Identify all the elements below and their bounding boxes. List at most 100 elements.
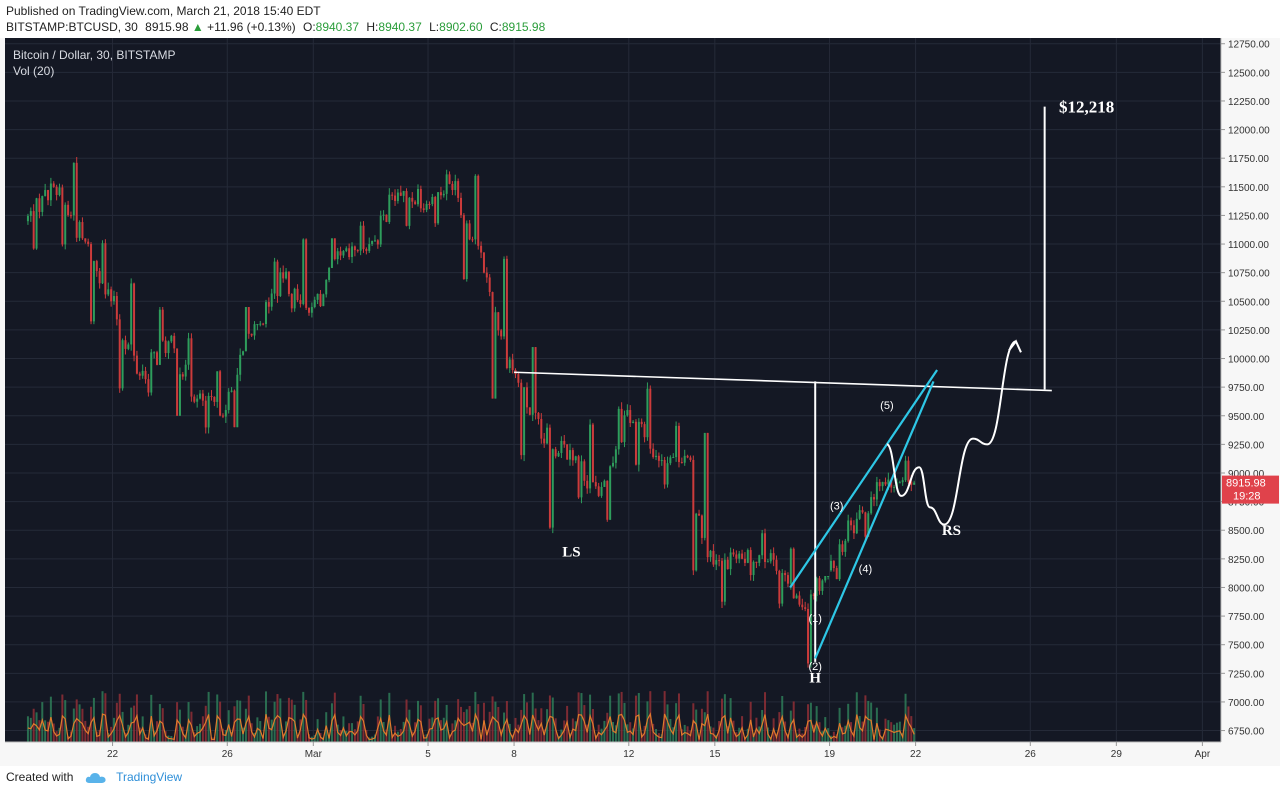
candle-body bbox=[586, 480, 589, 489]
candle-body bbox=[64, 204, 67, 245]
candle-body bbox=[124, 340, 127, 349]
candle-body bbox=[503, 258, 506, 337]
candle-body bbox=[480, 245, 483, 253]
candle-body bbox=[135, 355, 138, 374]
candle-body bbox=[428, 203, 431, 205]
volume-bar bbox=[491, 696, 494, 742]
projected-path bbox=[885, 340, 1017, 526]
candle-body bbox=[216, 371, 219, 402]
candle-body bbox=[29, 211, 32, 216]
volume-bar bbox=[907, 706, 910, 742]
change-up-icon: ▲ bbox=[191, 20, 204, 34]
time-axis[interactable]: 22 26 Mar 5 8 12 15 19 22 26 29 Apr bbox=[5, 741, 1221, 760]
candle-body bbox=[629, 410, 632, 423]
bar-countdown: 19:28 bbox=[1233, 491, 1261, 503]
candle-body bbox=[878, 482, 881, 487]
price-tick-label: 12250.00 bbox=[1228, 97, 1270, 108]
candle-body bbox=[170, 335, 173, 342]
candle-body bbox=[138, 373, 141, 376]
candle-body bbox=[282, 272, 285, 279]
ohlc-status-line: BITSTAMP:BTCUSD, 30 8915.98 ▲ +11.96 (+0… bbox=[6, 20, 545, 34]
volume-bar bbox=[844, 725, 847, 742]
price-tick-label: 12750.00 bbox=[1228, 40, 1270, 51]
candle-body bbox=[336, 251, 339, 260]
candle-body bbox=[494, 312, 497, 399]
projected-path-arrowhead bbox=[1008, 339, 1022, 353]
time-tick-label: 5 bbox=[425, 749, 431, 760]
candle-body bbox=[408, 197, 411, 226]
candle-body bbox=[738, 553, 741, 559]
candle-body bbox=[784, 573, 787, 576]
candle-body bbox=[591, 424, 594, 483]
candle-body bbox=[49, 183, 52, 201]
candle-body bbox=[847, 520, 850, 541]
candle-body bbox=[279, 272, 282, 296]
candle-body bbox=[92, 261, 95, 322]
candle-body bbox=[474, 175, 477, 240]
candle-body bbox=[104, 243, 107, 295]
candle-body bbox=[196, 398, 199, 402]
candle-body bbox=[267, 302, 270, 307]
candle-body bbox=[870, 497, 873, 514]
candle-body bbox=[801, 604, 804, 608]
volume-bar bbox=[629, 722, 632, 742]
price-tick-label: 9750.00 bbox=[1228, 383, 1265, 394]
candle-body bbox=[520, 382, 523, 456]
candle-body bbox=[649, 388, 652, 449]
candle-body bbox=[204, 400, 207, 428]
candle-body bbox=[721, 560, 723, 602]
candle-body bbox=[75, 162, 78, 238]
candle-body bbox=[913, 482, 916, 485]
volume-bar bbox=[29, 717, 32, 742]
volume-bar bbox=[434, 700, 437, 742]
candle-body bbox=[832, 560, 835, 569]
volume-bar bbox=[534, 708, 537, 742]
candle-body bbox=[118, 319, 121, 389]
neckline-line bbox=[514, 371, 1052, 392]
candle-body bbox=[296, 288, 299, 301]
price-axis[interactable]: 6750.00 7000.00 7250.00 7500.00 7750.00 8000.… bbox=[1220, 38, 1270, 742]
candle-body bbox=[299, 300, 302, 304]
candle-body bbox=[414, 201, 417, 205]
candle-body bbox=[61, 187, 64, 245]
candle-body bbox=[589, 424, 592, 489]
volume-bar bbox=[431, 717, 434, 742]
price-tick-label: 11250.00 bbox=[1228, 211, 1269, 222]
candle-body bbox=[150, 352, 153, 393]
candle-body bbox=[655, 455, 658, 458]
candle-body bbox=[594, 482, 597, 487]
candle-body bbox=[425, 203, 428, 210]
candle-body bbox=[193, 396, 196, 402]
candle-body bbox=[835, 568, 838, 580]
wave-count-label: (2) bbox=[808, 661, 821, 673]
candle-body bbox=[517, 374, 520, 383]
volume-bar bbox=[270, 719, 273, 742]
candle-body bbox=[505, 258, 508, 369]
candle-body bbox=[445, 174, 448, 194]
candle-body bbox=[873, 497, 876, 500]
candle-body bbox=[230, 390, 233, 392]
candle-body bbox=[824, 576, 827, 581]
candle-body bbox=[69, 215, 72, 217]
price-tick-label: 8500.00 bbox=[1228, 526, 1265, 537]
candle-body bbox=[692, 459, 695, 571]
volume-bar bbox=[58, 727, 61, 742]
candle-body bbox=[422, 208, 425, 210]
tradingview-brand-link[interactable]: TradingView bbox=[116, 770, 183, 784]
candle-body bbox=[351, 246, 354, 258]
volume-bar bbox=[242, 727, 245, 742]
price-chart[interactable]: LS H RS $12,218 (1) (2) (3) (4) (5) 6750.00 7000.… bbox=[0, 38, 1280, 766]
candle-body bbox=[709, 550, 712, 558]
wave-count-label: (3) bbox=[830, 501, 843, 513]
candle-body bbox=[330, 238, 333, 268]
volume-bar bbox=[580, 693, 583, 742]
candle-body bbox=[262, 323, 265, 325]
volume-bar bbox=[494, 701, 497, 742]
candle-body bbox=[121, 340, 124, 389]
candle-body bbox=[219, 371, 222, 416]
candle-body bbox=[439, 192, 442, 196]
candle-body bbox=[864, 512, 867, 537]
candle-body bbox=[887, 479, 890, 485]
pattern-label: RS bbox=[942, 523, 961, 539]
candle-body bbox=[566, 444, 569, 460]
